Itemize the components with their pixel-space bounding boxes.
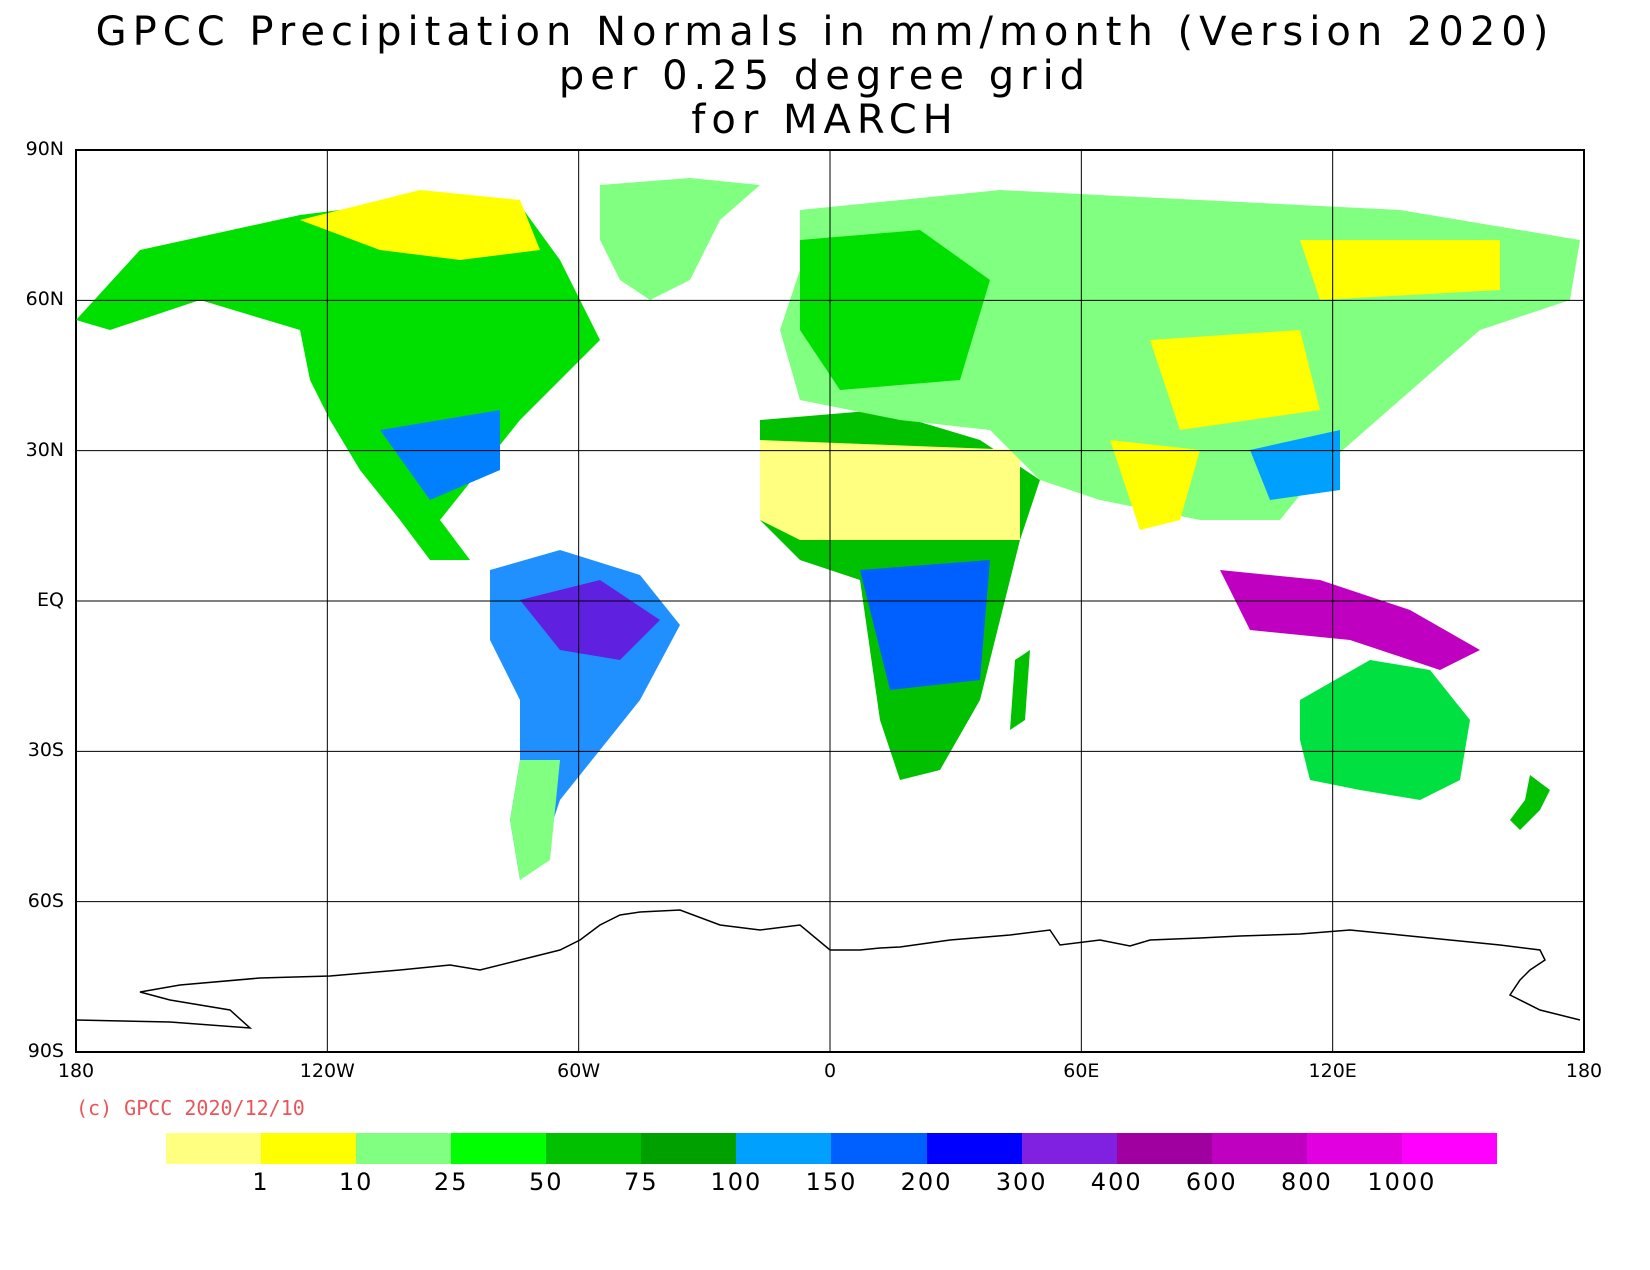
colorbar-label: 25 — [433, 1168, 469, 1196]
region-sahara — [760, 440, 1020, 540]
colorbar-swatch — [261, 1133, 357, 1164]
longitude-label: 60E — [1063, 1060, 1100, 1082]
antarctica-outline — [75, 909, 1581, 1029]
region-siberia-dry — [1300, 240, 1500, 300]
graticule — [76, 150, 1584, 1052]
region-central-asia-dry — [1150, 330, 1320, 430]
region-greenland — [600, 178, 760, 300]
colorbar-label: 75 — [624, 1168, 659, 1196]
region-australia — [1300, 660, 1470, 800]
region-madagascar — [1010, 650, 1030, 730]
colorbar-label: 1000 — [1367, 1168, 1437, 1196]
latitude-label: 60N — [25, 288, 64, 311]
colorbar — [166, 1133, 1497, 1164]
map-period: for MARCH — [691, 97, 959, 143]
region-patagonia — [510, 760, 560, 880]
colorbar-swatch — [641, 1133, 737, 1164]
latitude-label: 30N — [25, 438, 64, 461]
latitude-label: EQ — [37, 589, 64, 611]
latitude-label: 90N — [25, 138, 64, 160]
longitude-label: 0 — [823, 1060, 837, 1082]
region-india-dry — [1110, 440, 1200, 530]
latitude-label: 60S — [27, 889, 64, 912]
colorbar-swatch — [1211, 1133, 1307, 1164]
colorbar-label: 150 — [805, 1168, 858, 1196]
region-amazon-core — [520, 580, 660, 660]
map-title: GPCC Precipitation Normals in mm/month (… — [95, 9, 1555, 55]
longitude-label: 180 — [57, 1060, 95, 1082]
colorbar-label: 300 — [995, 1168, 1048, 1196]
region-na-north-arctic — [300, 190, 540, 260]
copyright-note: (c) GPCC 2020/12/10 — [76, 1096, 305, 1120]
map-subtitle: per 0.25 degree grid — [558, 53, 1092, 99]
colorbar-label: 1 — [252, 1168, 270, 1196]
latitude-label: 30S — [27, 739, 64, 762]
colorbar-swatch — [1116, 1133, 1212, 1164]
longitude-label: 120W — [299, 1060, 355, 1082]
colorbar-label: 100 — [710, 1168, 763, 1196]
land-fill — [76, 178, 1580, 880]
colorbar-swatch — [1021, 1133, 1117, 1164]
colorbar-swatch — [1401, 1133, 1497, 1164]
colorbar-swatch — [356, 1133, 452, 1164]
region-maritime-continent — [1220, 570, 1480, 670]
colorbar-swatch — [546, 1133, 642, 1164]
colorbar-label: 600 — [1185, 1168, 1238, 1196]
region-congo-basin — [860, 560, 990, 690]
colorbar-swatch — [926, 1133, 1022, 1164]
colorbar-swatch — [736, 1133, 832, 1164]
longitude-label: 180 — [1565, 1060, 1603, 1082]
colorbar-label: 50 — [529, 1168, 564, 1196]
longitude-label: 120E — [1308, 1060, 1357, 1082]
longitude-label: 60W — [557, 1060, 601, 1082]
region-europe-green — [800, 230, 990, 390]
colorbar-swatch — [166, 1133, 262, 1164]
region-china-wet — [1250, 430, 1340, 500]
colorbar-swatch — [831, 1133, 927, 1164]
colorbar-label: 10 — [338, 1168, 374, 1196]
region-na-south — [380, 410, 500, 500]
colorbar-swatch — [451, 1133, 547, 1164]
latitude-label: 90S — [27, 1040, 64, 1062]
colorbar-label: 200 — [900, 1168, 953, 1196]
colorbar-swatch — [1306, 1133, 1402, 1164]
colorbar-label: 800 — [1280, 1168, 1333, 1196]
region-new-zealand — [1510, 775, 1550, 830]
colorbar-label: 400 — [1090, 1168, 1143, 1196]
